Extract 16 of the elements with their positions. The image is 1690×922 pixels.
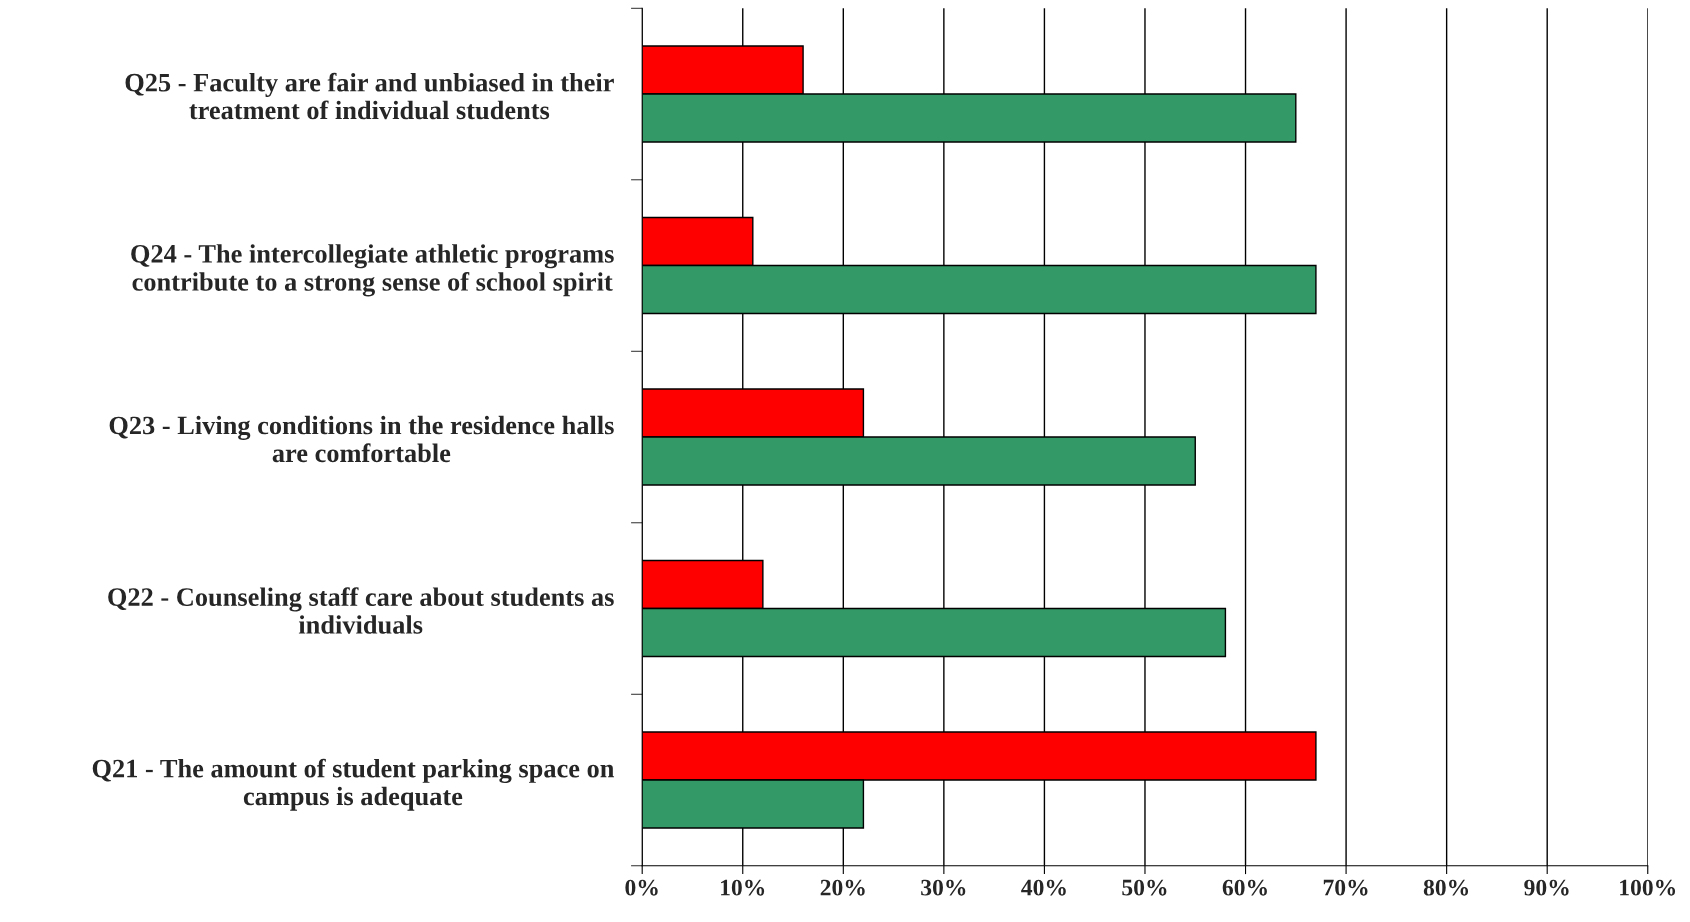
x-tick-label: 0% [625, 879, 658, 896]
x-tick-label: 50% [1122, 879, 1167, 896]
y-tick-label: Q22 - Counseling staff care about students as individuals [108, 587, 614, 634]
x-tick-label: 70% [1323, 879, 1368, 896]
y-tick-label: Q23 - Living conditions in the residence halls are comfortable [109, 415, 614, 463]
x-tick-label: 60% [1222, 879, 1267, 896]
x-tick-label: 80% [1423, 879, 1469, 896]
x-tick-label: 40% [1021, 879, 1066, 896]
y-tick-label: Q21 - The amount of student parking space on campus is adequate [92, 758, 615, 811]
x-tick-label: 30% [921, 879, 966, 896]
y-tick-label: Q25 - Faculty are fair and unbiased in their treatment of individual students [125, 72, 614, 120]
x-tick-label: 20% [820, 879, 865, 896]
x-tick-label: 100% [1620, 879, 1676, 896]
x-tick-label: 10% [721, 879, 765, 896]
x-tick-label: 90% [1524, 879, 1569, 896]
y-tick-label: Q24 - The intercollegiate athletic programs contribute to a strong sense of school spirit [131, 244, 614, 297]
